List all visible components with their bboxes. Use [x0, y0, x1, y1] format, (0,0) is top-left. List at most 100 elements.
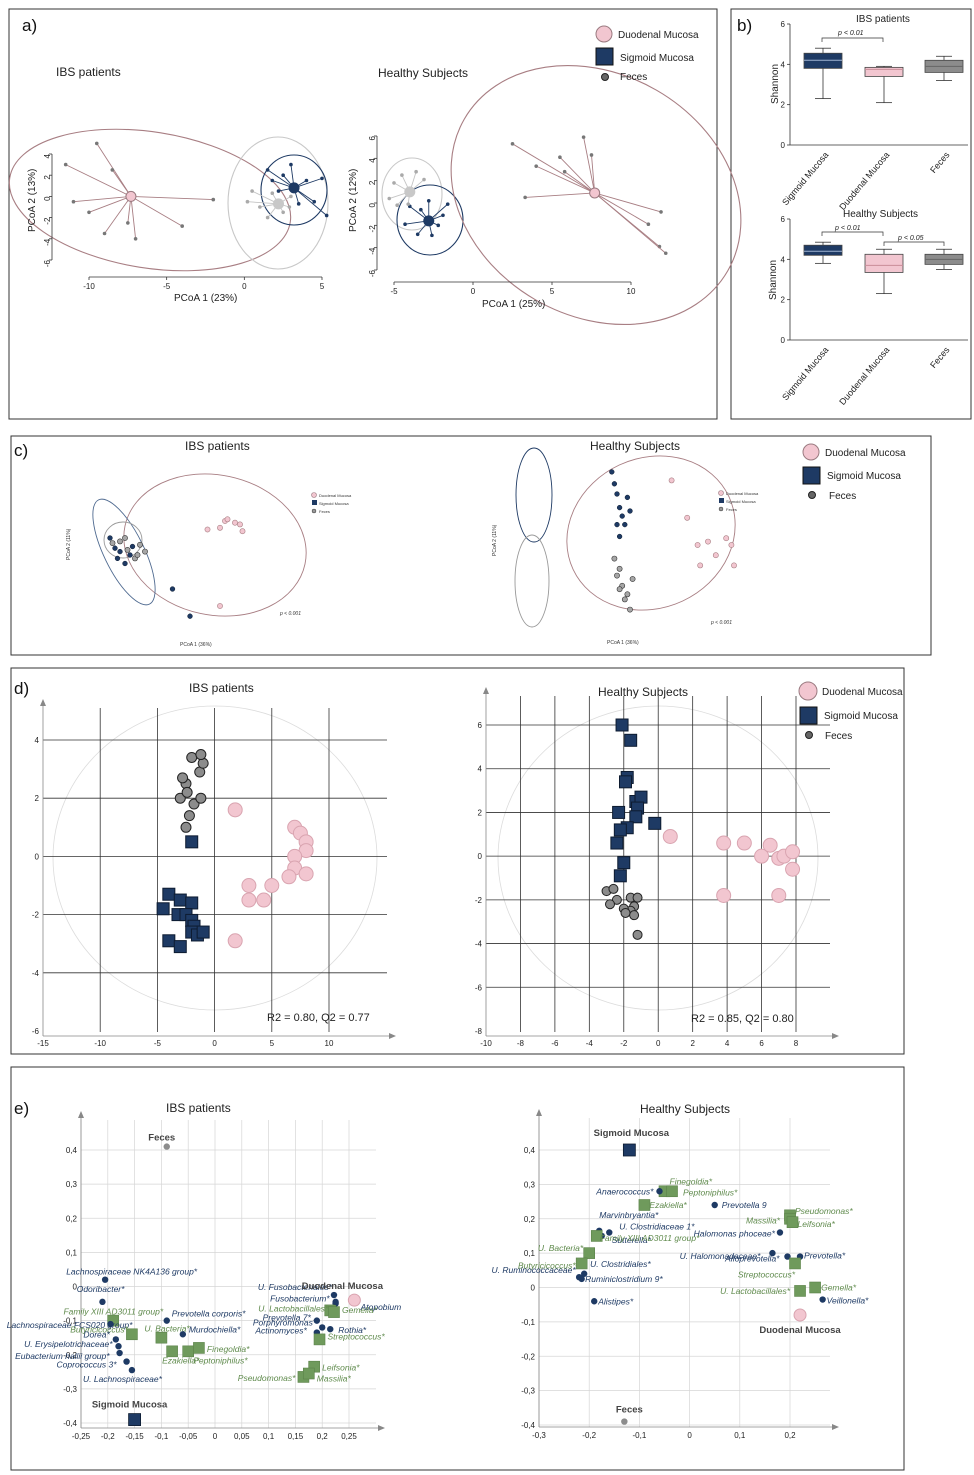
d-ibs-duodenal-point-13	[298, 866, 314, 882]
c-hs-duodenal-point-8	[697, 562, 704, 569]
a-hs-centroid-sigmoid	[423, 215, 435, 227]
e-hs-taxon-marker-13	[590, 1230, 603, 1242]
c-ibs-feces-point-4	[134, 552, 141, 558]
c-legend-duodenal-label: Duodenal Mucosa	[825, 448, 906, 459]
e-ibs-xtick-label-0: -0,25	[72, 1432, 91, 1441]
e-ibs-taxon-label-28: Massilia*	[317, 1374, 352, 1384]
c-hs-sigmoid-point-7	[627, 508, 633, 514]
d-hs-sigmoid-point-3	[619, 775, 632, 789]
a-hs-spoke-duodenal-5	[564, 171, 595, 194]
a-ibs-xlabel: PCoA 1 (23%)	[174, 293, 237, 304]
c-ibs-duodenal-point-7	[217, 603, 223, 609]
a-hs-title: Healthy Subjects	[378, 66, 468, 80]
d-ibs-feces-point-0	[180, 821, 192, 833]
c-legend-duodenal-marker	[802, 443, 820, 461]
e-hs-taxon-label-16: Prevotella*	[804, 1251, 846, 1261]
b-top-ylabel: Shannon	[770, 64, 781, 104]
d-hs-xtick-label-3: -4	[586, 1039, 594, 1048]
d-ibs-ytick-label-1: 2	[35, 794, 40, 803]
a-ibs-point-sigmoid-0	[265, 168, 270, 172]
a-hs-ytick-label-4: -2	[368, 225, 377, 233]
c-ibs-feces-point-0	[109, 540, 116, 546]
d-ibs-ytick-label-5: -6	[32, 1027, 40, 1036]
a-ibs-point-feces-7	[287, 205, 292, 209]
d-hs-duodenal-point-7	[785, 844, 801, 860]
e-ibs-taxon-marker-7	[179, 1331, 187, 1338]
b-top-box-0	[803, 52, 843, 69]
a-ibs-ytick-label-3: -2	[43, 217, 52, 225]
b-bottom-ylabel: Shannon	[768, 260, 779, 300]
e-ibs-taxon-label-0: Lachnospiraceae NK4A136 group*	[66, 1267, 198, 1277]
c-hs-duodenal-point-1	[684, 514, 691, 521]
e-hs-taxon-label-19: U. Clostridiales*	[590, 1259, 651, 1269]
e-ibs-taxon-label-6: U. Bacteria*	[144, 1324, 190, 1334]
d-ibs-xtick-label-4: 5	[270, 1039, 275, 1048]
panel-label-c: c)	[14, 441, 28, 460]
b-bot-cat-label-0: Sigmoid Mucosa	[780, 345, 830, 402]
c-ibs-mini-legend: Duodenal Mucosa Sigmoid Mucosa Feces	[311, 492, 352, 514]
a-ibs-title: IBS patients	[56, 65, 121, 79]
a-ibs-point-duodenal-2	[110, 168, 115, 172]
b-bot-sig-bracket-0	[821, 231, 884, 236]
a-hs-point-sigmoid-1	[415, 232, 420, 237]
e-hs-taxon-marker-11	[786, 1216, 799, 1228]
e-ibs-taxon-label-4: Prevotella corporis*	[172, 1309, 246, 1319]
e-ibs-taxon-marker-6	[155, 1331, 168, 1344]
a-ibs-ytick-label-2: 0	[43, 196, 52, 201]
e-ibs-ytick-label-7: -0,3	[63, 1385, 77, 1394]
e-ibs-taxon-marker-28	[302, 1367, 315, 1380]
c-ibs-feces-point-6	[122, 535, 128, 541]
c-hs-feces-point-2	[616, 565, 623, 572]
c-hs-ellipse-2	[514, 534, 550, 628]
d-hs-sigmoid-point-8	[612, 805, 626, 819]
d-ibs-xtick-label-5: 10	[325, 1039, 334, 1048]
d-ibs-title: IBS patients	[189, 681, 254, 695]
d-hs-sigmoid-point-10	[613, 823, 627, 837]
e-hs-taxon-marker-18	[789, 1257, 801, 1270]
d-legend-sigmoid-marker	[799, 706, 818, 725]
c-hs-duodenal-point-5	[723, 535, 730, 542]
d-ibs-sigmoid-point-1	[162, 887, 176, 901]
e-ibs-taxon-label-2: Family XIII AD3011 group*	[63, 1307, 163, 1317]
e-hs-taxon-marker-3	[638, 1199, 651, 1211]
c-hs-sigmoid-point-9	[616, 533, 623, 540]
e-hs-taxon-label-25: Alistipes*	[597, 1296, 634, 1306]
e-ibs-taxon-marker-5	[126, 1328, 138, 1341]
a-ibs-ylabel: PCoA 2 (13%)	[27, 169, 38, 232]
d-hs-sigmoid-point-11	[610, 836, 624, 850]
d-hs-sigmoid-point-1	[624, 733, 638, 747]
a-hs-ytick-label-1: 4	[368, 158, 377, 163]
e-ibs-taxon-label-14: Peptoniphilus*	[193, 1355, 248, 1365]
c-hs-sigmoid-point-5	[622, 521, 628, 528]
c-ibs-duodenal-point-1	[217, 524, 223, 531]
d-legend: Duodenal Mucosa Sigmoid Mucosa Feces	[798, 681, 903, 742]
a-hs-spoke-duodenal-7	[594, 192, 667, 254]
e-ibs-xtick-label-10: 0,25	[341, 1432, 357, 1441]
c-hs-xlabel: PCoA 1 (36%)	[607, 640, 639, 646]
e-ibs-taxon-marker-9	[115, 1343, 122, 1350]
e-hs-taxon-label-6: U. Clostridiaceae 1*	[619, 1222, 695, 1232]
a-hs-point-duodenal-2	[558, 155, 562, 160]
c-ibs-mini-legend-duodenal	[311, 492, 317, 498]
panel-d-frame	[10, 667, 905, 1055]
a-hs-point-sigmoid-6	[445, 202, 450, 206]
e-ibs-taxon-marker-12	[128, 1366, 136, 1374]
d-hs-duodenal-point-1	[716, 835, 732, 851]
a-ibs-point-feces-0	[250, 189, 254, 193]
c-ibs-ellipse-2	[103, 521, 143, 559]
e-hs-group-marker-1	[793, 1308, 807, 1322]
a-hs-point-duodenal-1	[534, 164, 538, 168]
c-hs-title: Healthy Subjects	[590, 439, 680, 453]
e-hs-taxon-marker-14	[575, 1257, 588, 1270]
d-ibs-ytick-label-2: 0	[35, 852, 40, 861]
a-hs-point-feces-3	[414, 169, 418, 174]
b-top-cat-label-2: Feces	[928, 149, 952, 175]
e-ibs-taxon-marker-24	[313, 1333, 326, 1346]
a-legend-duodenal-label: Duodenal Mucosa	[618, 30, 699, 41]
d-hs-ytick-label-7: -8	[475, 1027, 483, 1036]
e-ibs-taxon-label-12: U. Lachnospiraceae*	[83, 1374, 163, 1384]
e-ibs-ytick-label-5: -0,1	[63, 1317, 77, 1326]
d-ibs-sigmoid-point-0	[185, 835, 199, 849]
d-ibs-feces-point-10	[195, 749, 207, 761]
e-ibs-group-label-0: Feces	[148, 1133, 175, 1144]
